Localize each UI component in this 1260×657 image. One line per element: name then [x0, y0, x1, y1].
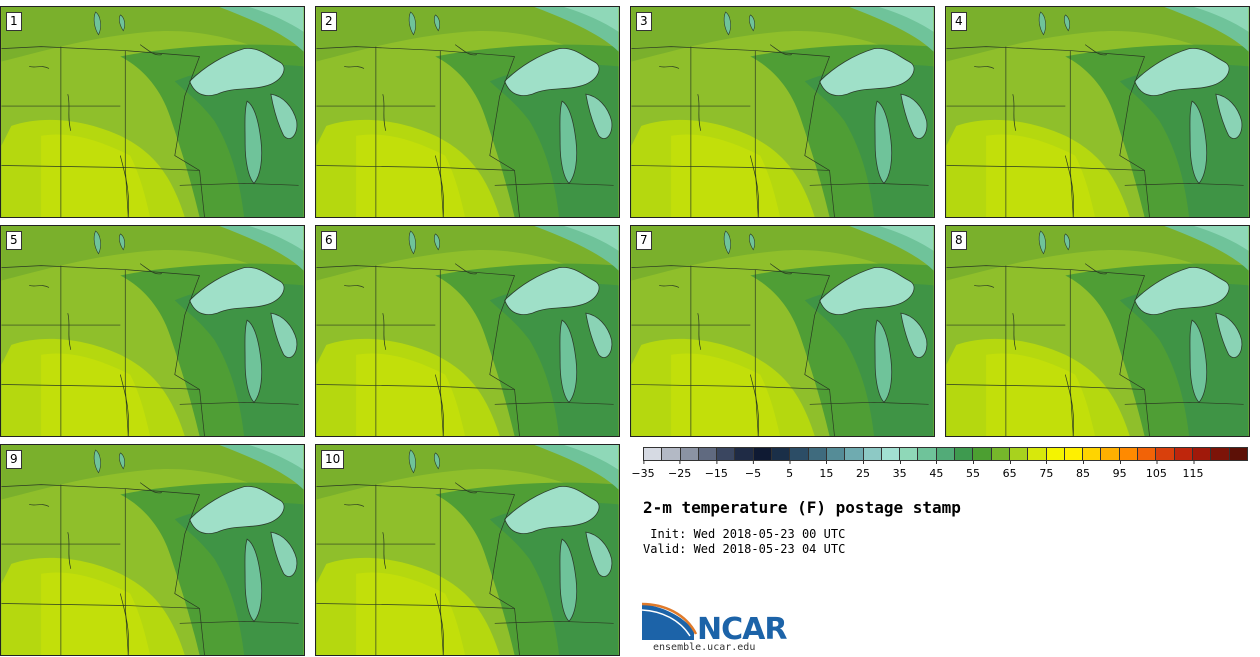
colorbar-segment [735, 448, 754, 460]
stamp-map [946, 226, 1249, 436]
colorbar-segment [991, 448, 1010, 460]
colorbar-tick-label: 5 [786, 460, 793, 480]
stamp-map [316, 445, 619, 655]
colorbar-tick-label: 75 [1039, 460, 1053, 480]
stamp-number: 3 [636, 12, 652, 31]
colorbar-tick-label: −35 [631, 460, 655, 480]
colorbar-segment [918, 448, 937, 460]
colorbar-segment [680, 448, 699, 460]
stamp-2[interactable]: 2 [315, 6, 620, 218]
colorbar-segment [1064, 448, 1084, 460]
stamp-map [316, 7, 619, 217]
stamp-5[interactable]: 5 [0, 225, 305, 437]
stamp-map [1, 226, 304, 436]
colorbar-segment [1211, 448, 1230, 460]
colorbar-tick-label: 115 [1183, 460, 1204, 480]
colorbar-segment [863, 448, 882, 460]
temperature-colorbar [643, 447, 1248, 461]
colorbar-segment [881, 448, 901, 460]
colorbar-segment [1138, 448, 1157, 460]
colorbar-segment [1009, 448, 1029, 460]
stamp-map [946, 7, 1249, 217]
colorbar-segment [1174, 448, 1193, 460]
stamp-1[interactable]: 1 [0, 6, 305, 218]
colorbar-segment [1101, 448, 1120, 460]
colorbar-segment [698, 448, 718, 460]
stamp-number: 5 [6, 231, 22, 250]
init-time: Init: Wed 2018-05-23 00 UTC [643, 527, 846, 541]
colorbar-tick-label: 35 [893, 460, 907, 480]
stamp-4[interactable]: 4 [945, 6, 1250, 218]
stamp-8[interactable]: 8 [945, 225, 1250, 437]
stamp-7[interactable]: 7 [630, 225, 935, 437]
colorbar-segment [955, 448, 974, 460]
colorbar-segment [772, 448, 791, 460]
colorbar-segment [1028, 448, 1047, 460]
colorbar-segment [1083, 448, 1102, 460]
colorbar-segment [662, 448, 681, 460]
colorbar-segment [845, 448, 864, 460]
colorbar-tick-label: 85 [1076, 460, 1090, 480]
colorbar-segment [808, 448, 827, 460]
ncar-logo-icon [642, 602, 698, 640]
colorbar-tick-label: 55 [966, 460, 980, 480]
stamp-map [1, 7, 304, 217]
stamp-number: 7 [636, 231, 652, 250]
stamp-number: 10 [321, 450, 345, 469]
stamp-map [631, 7, 934, 217]
valid-time: Valid: Wed 2018-05-23 04 UTC [643, 542, 846, 556]
colorbar-tick-label: 25 [856, 460, 870, 480]
colorbar-segment [717, 448, 736, 460]
stamp-number: 1 [6, 12, 22, 31]
colorbar-segment [1046, 448, 1065, 460]
plot-title: 2-m temperature (F) postage stamp [643, 498, 961, 517]
stamp-map [631, 226, 934, 436]
stamp-number: 9 [6, 450, 22, 469]
colorbar-tick-label: 105 [1146, 460, 1167, 480]
colorbar-segment [790, 448, 809, 460]
stamp-number: 6 [321, 231, 337, 250]
stamp-map [316, 226, 619, 436]
colorbar-tick-label: 15 [819, 460, 833, 480]
stamp-number: 8 [951, 231, 967, 250]
stamp-3[interactable]: 3 [630, 6, 935, 218]
stamp-9[interactable]: 9 [0, 444, 305, 656]
colorbar-tick-label: 65 [1003, 460, 1017, 480]
colorbar-segment [826, 448, 846, 460]
colorbar-segment [1229, 448, 1247, 460]
ensemble-url[interactable]: ensemble.ucar.edu [653, 642, 756, 653]
colorbar-ticks: −35 −25 −15 −5 5 15 25 35 45 55 65 75 85 95 105 115 [631, 460, 1248, 481]
colorbar-segment [753, 448, 773, 460]
colorbar-segment [1192, 448, 1212, 460]
colorbar-tick-label: 95 [1113, 460, 1127, 480]
colorbar-segment [1156, 448, 1175, 460]
colorbar-tick-label: −5 [745, 460, 761, 480]
stamp-number: 2 [321, 12, 337, 31]
colorbar-tick-label: −15 [705, 460, 728, 480]
colorbar-segment [936, 448, 956, 460]
colorbar-segment [900, 448, 919, 460]
stamp-map [1, 445, 304, 655]
colorbar-segment [973, 448, 992, 460]
colorbar-segment [644, 448, 663, 460]
stamp-number: 4 [951, 12, 967, 31]
colorbar-tick-label: −25 [668, 460, 691, 480]
colorbar-segment [1119, 448, 1139, 460]
stamp-6[interactable]: 6 [315, 225, 620, 437]
ncar-logo-text: NCAR [697, 612, 787, 647]
colorbar-tick-label: 45 [929, 460, 943, 480]
stamp-10[interactable]: 10 [315, 444, 620, 656]
